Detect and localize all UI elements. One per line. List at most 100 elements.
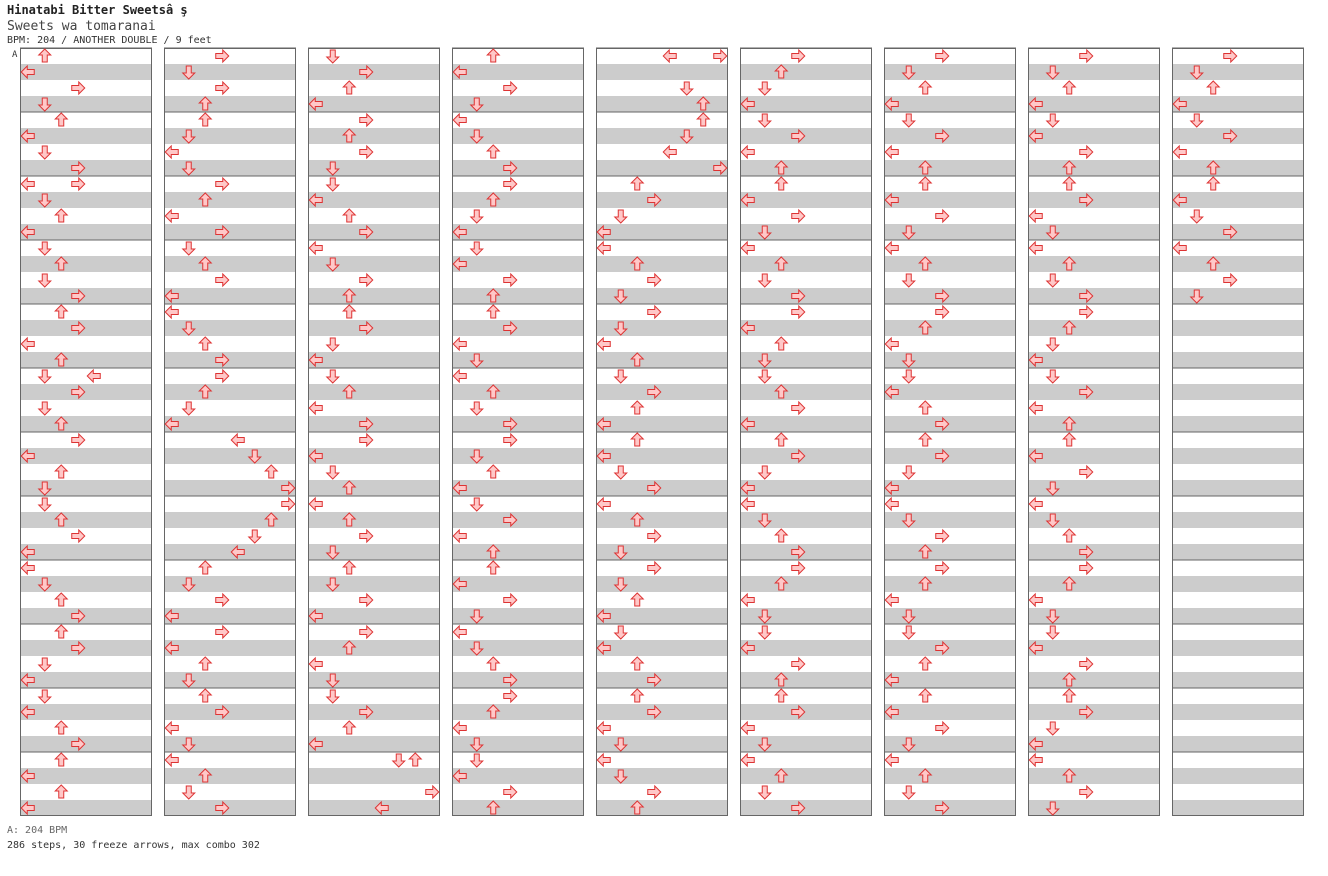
- beat-stripe: [596, 720, 728, 736]
- step-arrow-u: [264, 512, 279, 527]
- chart-column-border: [308, 48, 440, 816]
- beat-stripe: [20, 800, 152, 816]
- step-arrow-r: [1079, 560, 1094, 576]
- beat-stripe: [452, 368, 584, 384]
- step-arrow-u: [54, 464, 69, 479]
- beat-stripe: [308, 688, 440, 704]
- step-arrow-l: [740, 192, 755, 208]
- beat-stripe: [164, 496, 296, 512]
- step-arrow-r: [1079, 544, 1094, 560]
- beat-stripe: [20, 752, 152, 768]
- step-arrow-d: [613, 465, 628, 480]
- beat-stripe: [20, 144, 152, 160]
- beat-stripe: [308, 576, 440, 592]
- step-arrow-d: [391, 753, 406, 768]
- beat-stripe: [20, 656, 152, 672]
- step-arrow-u: [54, 416, 69, 431]
- step-arrow-r: [791, 448, 806, 464]
- beat-stripe: [740, 352, 872, 368]
- step-arrow-l: [1172, 96, 1187, 112]
- step-arrow-d: [181, 673, 196, 688]
- beat-stripe: [164, 640, 296, 656]
- beat-stripe: [164, 304, 296, 320]
- step-arrow-d: [37, 369, 52, 384]
- beat-stripe: [596, 272, 728, 288]
- chart-column-border: [740, 48, 872, 816]
- beat-stripe: [452, 512, 584, 528]
- beat-stripe: [884, 368, 1016, 384]
- step-arrow-u: [774, 768, 789, 783]
- beat-stripe: [1028, 384, 1160, 400]
- beat-stripe: [1028, 752, 1160, 768]
- beat-stripe: [596, 560, 728, 576]
- step-arrow-d: [757, 273, 772, 288]
- step-arrow-r: [215, 80, 230, 96]
- beat-stripe: [884, 432, 1016, 448]
- step-arrow-u: [630, 400, 645, 415]
- step-arrow-l: [1028, 240, 1043, 256]
- beat-stripe: [308, 48, 440, 64]
- step-arrow-l: [452, 768, 467, 784]
- beat-stripe: [1172, 640, 1304, 656]
- step-arrow-r: [647, 192, 662, 208]
- song-subtitle: Sweets wa tomaranai: [7, 19, 156, 34]
- beat-stripe: [20, 448, 152, 464]
- beat-stripe: [164, 240, 296, 256]
- beat-stripe: [164, 208, 296, 224]
- beat-stripe: [596, 256, 728, 272]
- step-arrow-l: [164, 288, 179, 304]
- beat-stripe: [20, 576, 152, 592]
- step-arrow-r: [1079, 48, 1094, 64]
- beat-stripe: [308, 368, 440, 384]
- step-arrow-d: [469, 449, 484, 464]
- beat-stripe: [164, 512, 296, 528]
- beat-stripe: [1028, 64, 1160, 80]
- beat-stripe: [740, 704, 872, 720]
- step-arrow-r: [71, 320, 86, 336]
- step-arrow-u: [774, 64, 789, 79]
- stats-footer: 286 steps, 30 freeze arrows, max combo 3…: [7, 840, 260, 851]
- step-arrow-d: [469, 497, 484, 512]
- beat-stripe: [164, 448, 296, 464]
- beat-stripe: [164, 416, 296, 432]
- step-arrow-l: [884, 336, 899, 352]
- step-arrow-r: [359, 432, 374, 448]
- beat-stripe: [884, 688, 1016, 704]
- beat-stripe: [596, 592, 728, 608]
- beat-stripe: [1028, 288, 1160, 304]
- beat-stripe: [740, 608, 872, 624]
- beat-stripe: [740, 208, 872, 224]
- step-arrow-u: [342, 560, 357, 575]
- step-arrow-u: [198, 112, 213, 127]
- beat-stripe: [308, 384, 440, 400]
- beat-stripe: [884, 800, 1016, 816]
- beat-stripe: [740, 256, 872, 272]
- beat-stripe: [452, 560, 584, 576]
- step-arrow-l: [884, 704, 899, 720]
- beat-stripe: [740, 448, 872, 464]
- beat-stripe: [308, 640, 440, 656]
- beat-stripe: [884, 704, 1016, 720]
- beat-stripe: [1028, 48, 1160, 64]
- beat-stripe: [596, 128, 728, 144]
- beat-stripe: [308, 224, 440, 240]
- step-arrow-l: [20, 768, 35, 784]
- step-arrow-u: [774, 432, 789, 447]
- beat-stripe: [1172, 592, 1304, 608]
- beat-stripe: [164, 704, 296, 720]
- beat-stripe: [308, 352, 440, 368]
- beat-stripe: [308, 304, 440, 320]
- beat-stripe: [164, 144, 296, 160]
- beat-stripe: [164, 576, 296, 592]
- beat-stripe: [1172, 736, 1304, 752]
- step-arrow-r: [935, 528, 950, 544]
- beat-stripe: [740, 400, 872, 416]
- step-arrow-r: [503, 416, 518, 432]
- step-arrow-u: [198, 384, 213, 399]
- beat-stripe: [20, 176, 152, 192]
- step-arrow-d: [613, 321, 628, 336]
- step-arrow-d: [181, 785, 196, 800]
- beat-stripe: [884, 752, 1016, 768]
- beat-stripe: [740, 592, 872, 608]
- step-arrow-u: [342, 304, 357, 319]
